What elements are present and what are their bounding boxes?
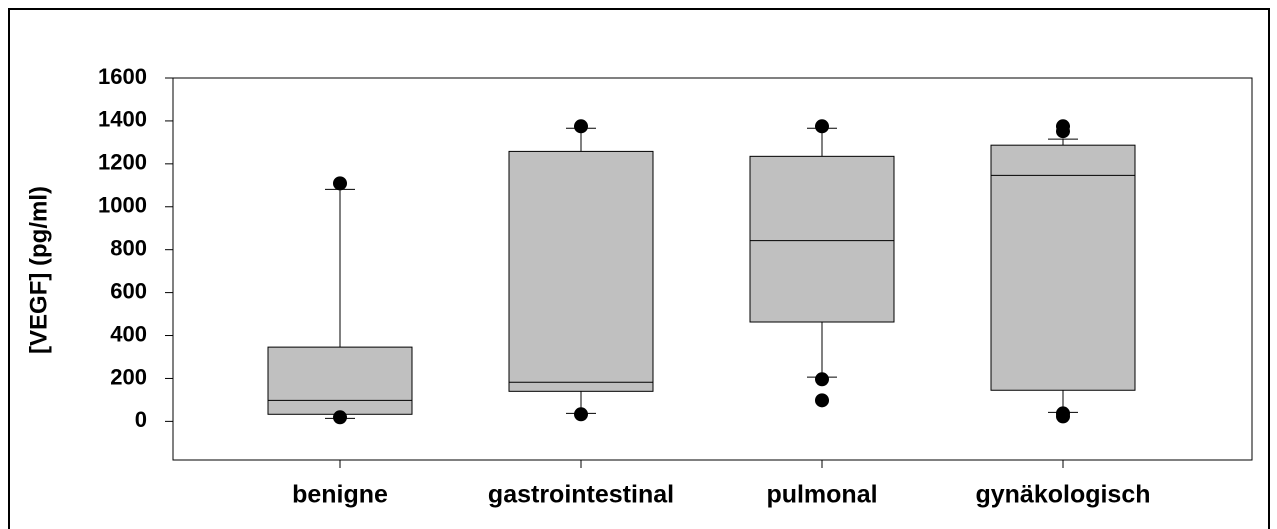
y-tick-label: 1000 xyxy=(98,193,147,218)
outlier xyxy=(1056,124,1070,139)
y-tick-label: 0 xyxy=(135,407,147,432)
y-tick-label: 1400 xyxy=(98,107,147,132)
y-tick-label: 1600 xyxy=(98,64,147,89)
x-tick-label: pulmonal xyxy=(766,481,877,509)
box xyxy=(267,346,413,415)
y-tick-label: 400 xyxy=(110,321,147,346)
y-tick-label: 800 xyxy=(110,235,147,260)
outlier xyxy=(333,176,347,191)
outlier xyxy=(1056,409,1070,424)
outlier xyxy=(815,119,829,134)
box xyxy=(749,155,895,323)
y-tick-label: 1200 xyxy=(98,150,147,175)
box xyxy=(990,144,1136,391)
outlier xyxy=(815,372,829,387)
outlier xyxy=(333,410,347,425)
plot-frame xyxy=(172,77,1253,461)
x-tick-label: gynäkologisch xyxy=(975,481,1150,509)
outlier xyxy=(574,407,588,422)
box xyxy=(508,150,654,392)
outlier xyxy=(815,393,829,408)
x-tick-label: gastrointestinal xyxy=(488,481,674,509)
outlier xyxy=(574,119,588,134)
y-tick-label: 200 xyxy=(110,364,147,389)
y-tick-label: 600 xyxy=(110,278,147,303)
x-tick-label: benigne xyxy=(292,481,388,509)
outer-frame xyxy=(8,8,1270,529)
y-axis-label: [VEGF] (pg/ml) xyxy=(25,186,52,354)
